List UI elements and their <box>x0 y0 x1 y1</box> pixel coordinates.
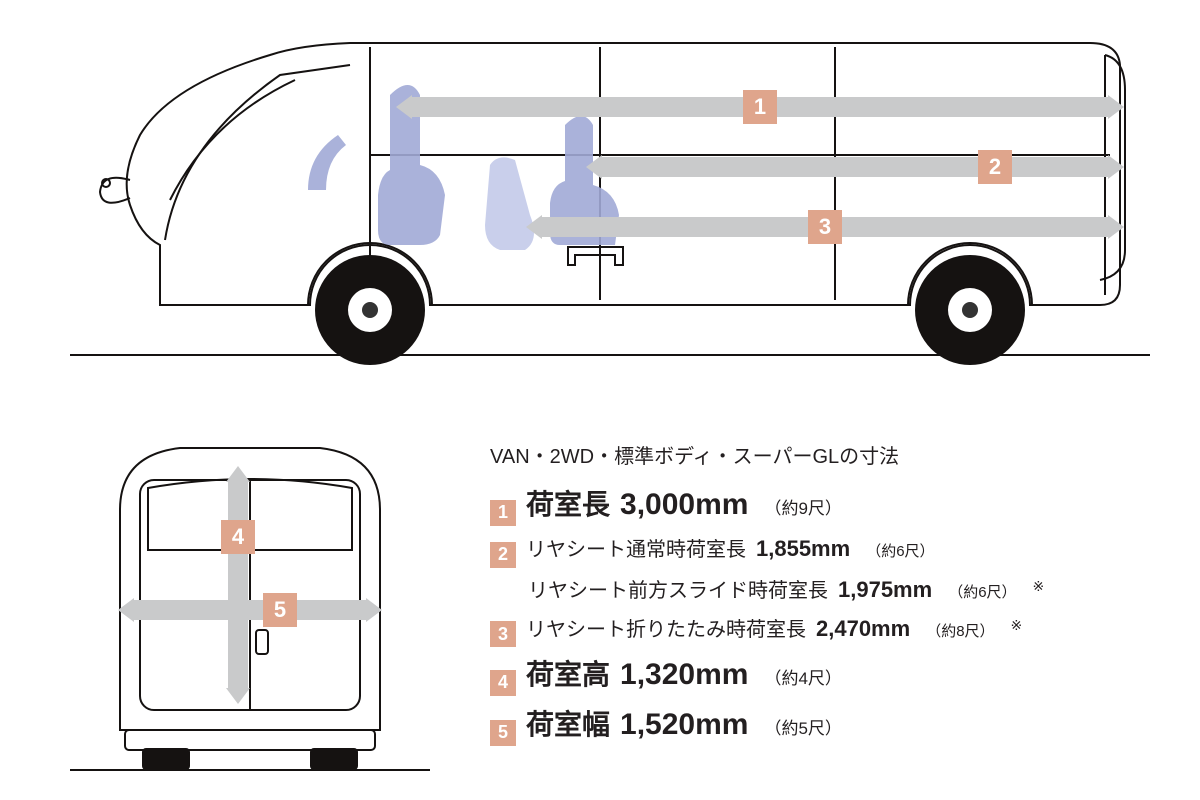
van-rear-view: 4 5 <box>70 430 430 780</box>
legend-note-4: （約8尺） <box>926 620 994 641</box>
legend-note-3: （約6尺） <box>948 581 1016 602</box>
legend-label-4: リヤシート折りたたみ時荷室長 <box>526 613 806 642</box>
dim-marker-2: 2 <box>978 150 1012 184</box>
dimension-legend: VAN・2WD・標準ボディ・スーパーGLの寸法 1 荷室長 3,000mm （約… <box>490 440 1180 753</box>
legend-value-5: 1,320mm <box>620 658 748 692</box>
legend-badge-1: 1 <box>490 500 516 526</box>
dim-marker-3: 3 <box>808 210 842 244</box>
legend-value-3: 1,975mm <box>838 577 932 603</box>
legend-asterisk-4: ※ <box>1011 617 1023 634</box>
dim-bar-3: 3 <box>540 217 1110 237</box>
legend-title: VAN・2WD・標準ボディ・スーパーGLの寸法 <box>490 440 1180 469</box>
legend-note-5: （約4尺） <box>764 664 841 689</box>
legend-row-4: 3 リヤシート折りたたみ時荷室長 2,470mm （約8尺） ※ <box>490 613 1180 644</box>
legend-row-2: 2 リヤシート通常時荷室長 1,855mm （約6尺） <box>490 533 1180 564</box>
legend-note-2: （約6尺） <box>866 540 934 561</box>
dim-marker-4: 4 <box>221 520 255 554</box>
dim-bar-4: 4 <box>228 480 248 690</box>
dim-marker-5: 5 <box>263 593 297 627</box>
dim-bar-2: 2 <box>600 157 1110 177</box>
legend-row-5: 4 荷室高 1,320mm （約4尺） <box>490 653 1180 693</box>
legend-badge-2: 2 <box>490 542 516 568</box>
legend-badge-3: 3 <box>490 621 516 647</box>
legend-label-3: リヤシート前方スライド時荷室長 <box>528 574 828 603</box>
legend-row-1: 1 荷室長 3,000mm （約9尺） <box>490 483 1180 523</box>
legend-value-1: 3,000mm <box>620 488 748 522</box>
legend-label-5: 荷室高 <box>526 653 610 693</box>
legend-label-1: 荷室長 <box>526 483 610 523</box>
side-view-svg <box>70 25 1150 365</box>
legend-row-3: リヤシート前方スライド時荷室長 1,975mm （約6尺） ※ <box>528 574 1180 603</box>
van-side-view: 1 2 3 <box>70 25 1150 365</box>
legend-label-6: 荷室幅 <box>526 703 610 743</box>
dim-bar-1: 1 <box>410 97 1110 117</box>
legend-value-2: 1,855mm <box>756 536 850 562</box>
legend-note-6: （約5尺） <box>764 714 841 739</box>
dim-marker-1: 1 <box>743 90 777 124</box>
legend-value-6: 1,520mm <box>620 708 748 742</box>
legend-badge-4: 4 <box>490 670 516 696</box>
legend-note-1: （約9尺） <box>764 494 841 519</box>
legend-label-2: リヤシート通常時荷室長 <box>526 533 746 562</box>
legend-value-4: 2,470mm <box>816 616 910 642</box>
dim-bar-5: 5 <box>132 600 368 620</box>
legend-badge-5: 5 <box>490 720 516 746</box>
legend-asterisk-3: ※ <box>1033 578 1045 595</box>
legend-row-6: 5 荷室幅 1,520mm （約5尺） <box>490 703 1180 743</box>
